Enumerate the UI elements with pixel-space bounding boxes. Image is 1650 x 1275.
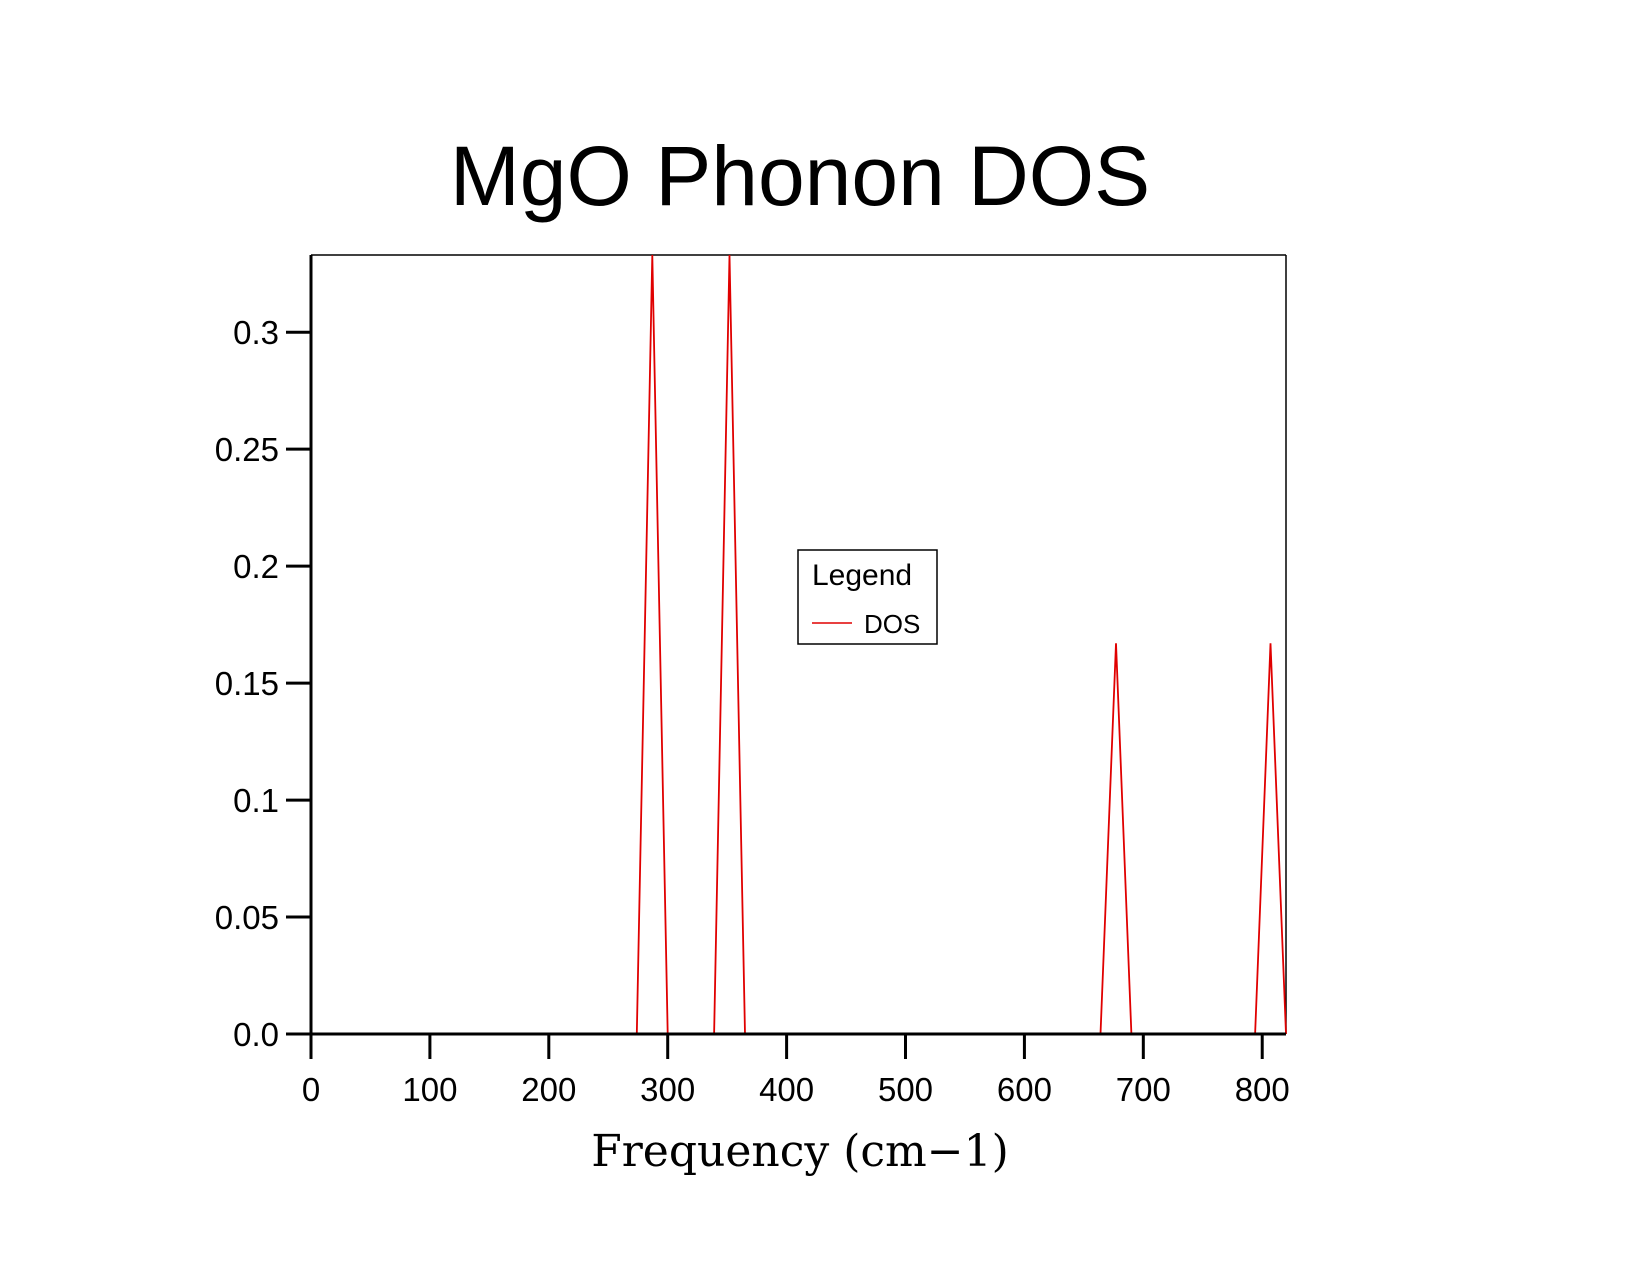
- y-tick-label: 0.3: [233, 314, 279, 351]
- y-tick-label: 0.25: [215, 431, 279, 468]
- y-tick-label: 0.15: [215, 665, 279, 702]
- x-tick-label: 0: [302, 1071, 320, 1108]
- x-axis-label: Frequency (cm−1): [591, 1126, 1009, 1177]
- y-tick-label: 0.0: [233, 1016, 279, 1053]
- legend-title: Legend: [812, 559, 912, 592]
- x-tick-label: 300: [640, 1071, 695, 1108]
- legend-entry-dos: DOS: [864, 609, 920, 639]
- y-axis: 0.0 0.05 0.1 0.15 0.2 0.25 0.3: [215, 255, 313, 1053]
- x-tick-label: 500: [878, 1071, 933, 1108]
- legend: Legend DOS: [797, 549, 938, 645]
- legend-box: [797, 549, 938, 645]
- x-axis: 0 100 200 300 400 500 600 700 800: [302, 1032, 1290, 1108]
- y-tick-label: 0.2: [233, 548, 279, 585]
- x-tick-label: 800: [1235, 1071, 1290, 1108]
- y-tick-label: 0.1: [233, 782, 279, 819]
- y-tick-label: 0.05: [215, 899, 279, 936]
- x-tick-label: 700: [1116, 1071, 1171, 1108]
- x-tick-label: 600: [997, 1071, 1052, 1108]
- x-tick-label: 200: [521, 1071, 576, 1108]
- x-tick-label: 100: [402, 1071, 457, 1108]
- x-tick-label: 400: [759, 1071, 814, 1108]
- chart-title: MgO Phonon DOS: [450, 129, 1150, 223]
